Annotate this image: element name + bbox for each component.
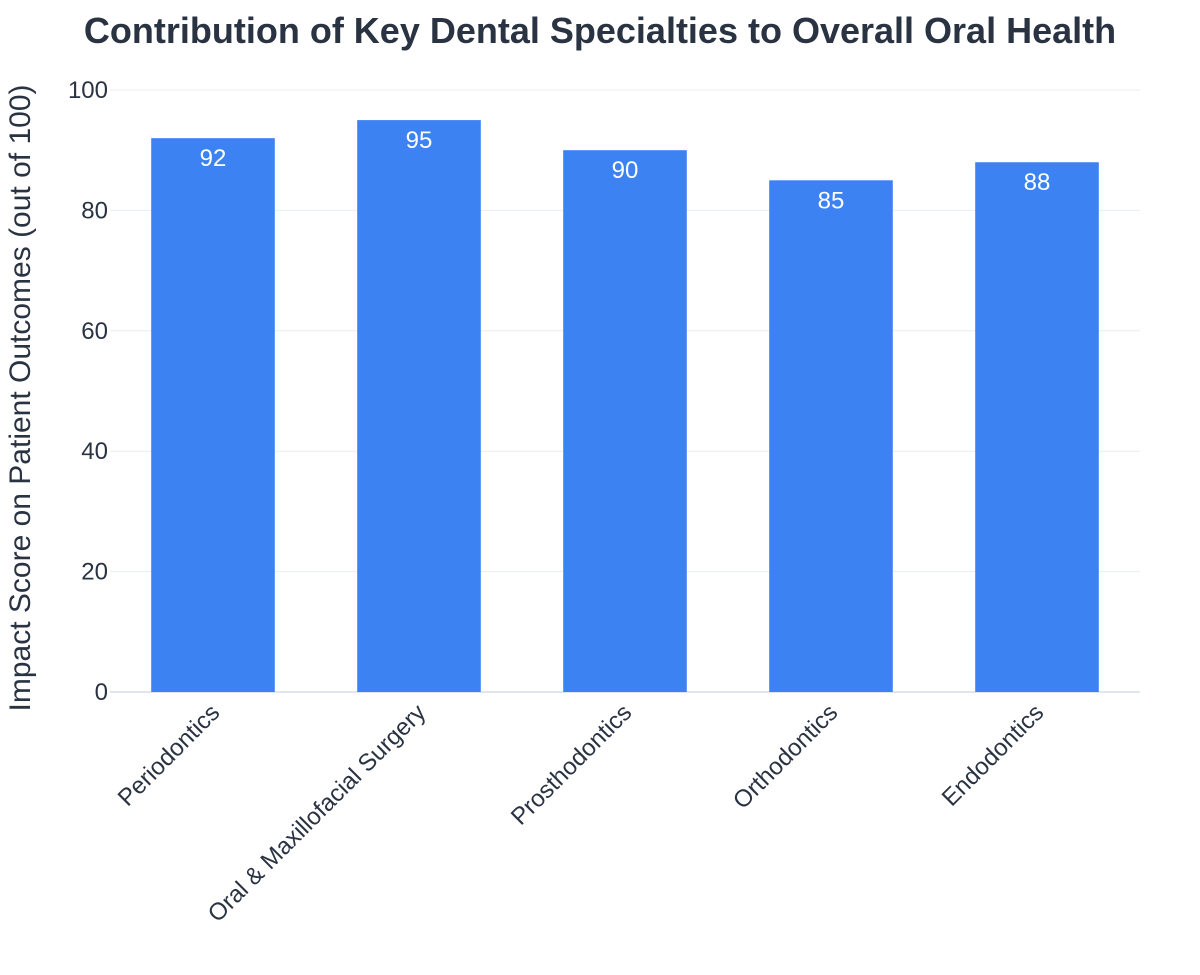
x-tick-label: Oral & Maxillofacial Surgery xyxy=(203,699,431,927)
data-label: 85 xyxy=(818,187,845,214)
bars: 92 95 90 85 88 xyxy=(151,120,1099,693)
y-axis-ticks: 0 20 40 60 80 100 xyxy=(68,77,108,706)
y-tick-label: 40 xyxy=(81,438,108,465)
bar xyxy=(975,162,1099,693)
y-tick-label: 0 xyxy=(95,679,108,706)
y-tick-label: 100 xyxy=(68,77,108,104)
x-tick-label: Periodontics xyxy=(113,699,225,811)
y-tick-label: 60 xyxy=(81,318,108,345)
y-axis-title: Impact Score on Patient Outcomes (out of… xyxy=(4,85,37,712)
bar xyxy=(769,180,893,693)
y-tick-label: 20 xyxy=(81,559,108,586)
bar xyxy=(357,120,481,693)
chart-title: Contribution of Key Dental Specialties t… xyxy=(83,10,1117,51)
data-label: 92 xyxy=(200,145,227,172)
bar xyxy=(151,138,275,692)
x-tick-label: Prosthodontics xyxy=(506,699,637,830)
data-label: 95 xyxy=(406,127,433,154)
data-label: 88 xyxy=(1024,169,1051,196)
y-tick-label: 80 xyxy=(81,197,108,224)
data-label: 90 xyxy=(612,157,639,184)
bar xyxy=(563,150,687,692)
x-tick-label: Orthodontics xyxy=(728,699,843,814)
x-tick-label: Endodontics xyxy=(937,699,1049,811)
